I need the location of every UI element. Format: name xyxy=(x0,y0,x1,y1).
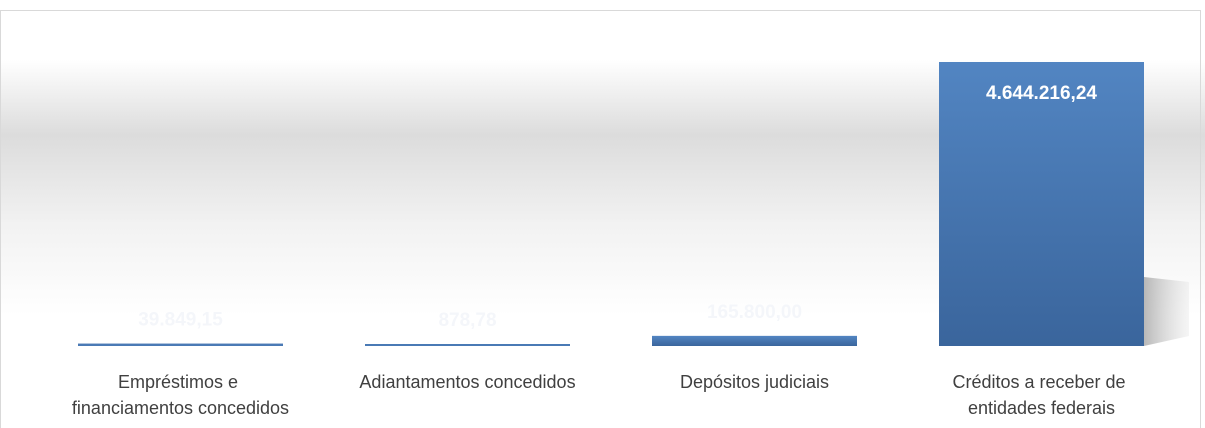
bar xyxy=(78,343,283,346)
x-tick-label: Depósitos judiciais xyxy=(680,372,829,392)
data-label: 165.800,00 xyxy=(707,302,802,323)
x-tick-label: Créditos a receber de entidades federais xyxy=(952,372,1130,418)
bar xyxy=(939,62,1144,346)
bar xyxy=(365,344,570,346)
data-label: 878,78 xyxy=(438,310,496,331)
data-label: 4.644.216,24 xyxy=(986,83,1097,104)
bar xyxy=(652,335,857,346)
x-tick-label: Empréstimos e financiamentos concedidos xyxy=(72,372,289,418)
bar-shadow xyxy=(1144,277,1189,346)
x-tick-label: Adiantamentos concedidos xyxy=(359,372,575,392)
data-label: 39.849,15 xyxy=(138,310,223,331)
